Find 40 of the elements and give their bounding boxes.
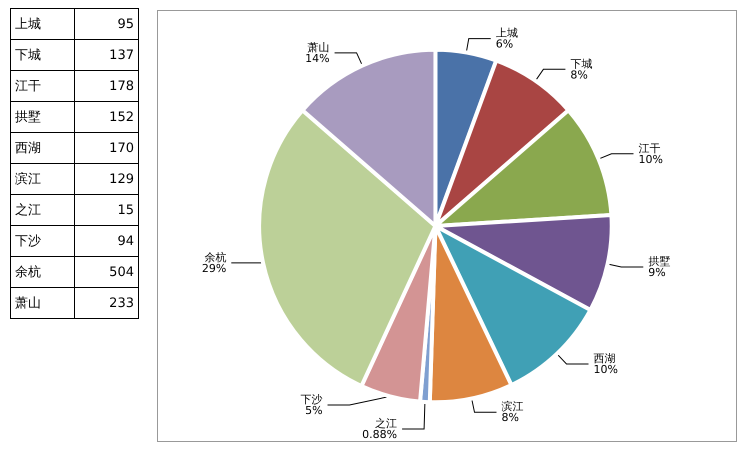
slice-label: 余杭 [204, 250, 226, 264]
category-label: 拱墅 [10, 102, 74, 132]
slice-label: 江干 [638, 142, 660, 155]
data-label: 10% [594, 362, 618, 376]
data-label: 14% [305, 52, 330, 65]
slice-label: 下城 [570, 57, 592, 70]
category-label: 下沙 [10, 226, 74, 256]
category-label: 江干 [10, 70, 74, 102]
slice-label: 下沙 [300, 393, 323, 406]
data-label: 6% [496, 38, 514, 51]
data-label: 15 [74, 194, 138, 226]
data-label: 504 [74, 256, 138, 288]
data-label: 178 [74, 70, 138, 102]
category-label: 余杭 [10, 256, 74, 288]
category-label: 下城 [10, 40, 74, 70]
data-label: 152 [74, 102, 138, 132]
data-label: 94 [74, 226, 138, 256]
data-label: 8% [502, 411, 519, 424]
data-label: 9% [648, 266, 666, 279]
data-label: 95 [74, 8, 138, 40]
category-label: 滨江 [10, 164, 74, 194]
data-label: 29% [202, 262, 226, 275]
slice-label: 西湖 [594, 352, 616, 365]
data-label: 233 [74, 288, 138, 318]
category-label: 之江 [10, 194, 74, 226]
data-label: 137 [74, 40, 138, 70]
slice-label: 滨江 [502, 400, 524, 414]
data-label: 10% [638, 152, 663, 166]
data-label: 5% [305, 404, 323, 417]
slice-label: 之江 [375, 417, 398, 430]
category-label: 上城 [10, 8, 74, 40]
category-label: 萧山 [10, 288, 74, 318]
data-label: 129 [74, 164, 138, 194]
category-label: 西湖 [10, 132, 74, 164]
slice-label: 拱墅 [648, 254, 670, 268]
slice-label: 萧山 [308, 40, 330, 54]
slice-label: 上城 [496, 26, 518, 40]
data-label: 8% [570, 68, 588, 82]
data-label: 0.88% [362, 428, 398, 441]
data-label: 170 [74, 132, 138, 164]
